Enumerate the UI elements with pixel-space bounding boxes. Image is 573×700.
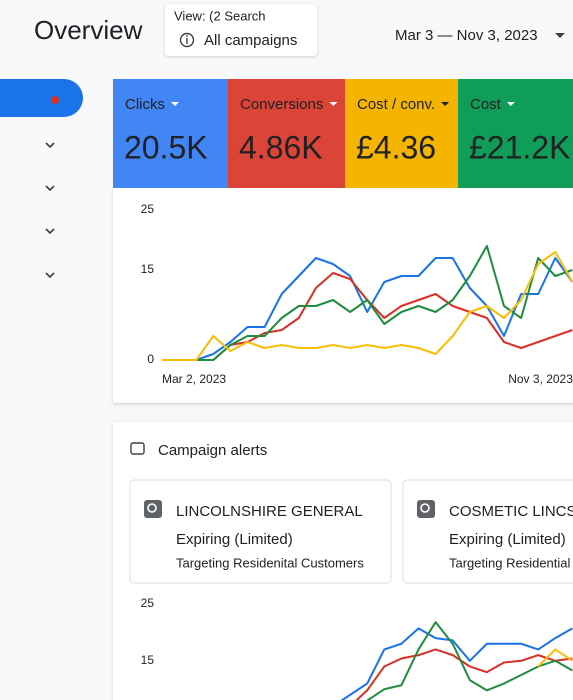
metric-card[interactable] [345,79,458,188]
alert-icon-glass [147,503,157,513]
metric-caret[interactable] [171,102,179,106]
y-tick-label: 25 [141,596,155,610]
alerts-title: Campaign alerts [158,442,267,459]
alert-status: Expiring (Limited) [449,531,566,548]
metric-label[interactable]: Clicks [125,96,165,113]
series-line [366,621,573,700]
metric-caret[interactable] [441,102,450,106]
info-icon[interactable] [179,32,195,48]
alert-icon [144,500,162,518]
alert-card[interactable] [129,479,392,584]
info-icon-dot [186,35,188,37]
alert-card[interactable] [402,479,573,584]
view-label: View: (2 Search [174,8,266,23]
series-line [537,648,573,668]
view-value[interactable]: All campaigns [204,32,297,49]
metric-label[interactable]: Cost / conv. [357,96,435,113]
view-popup [165,4,317,56]
series-line [162,251,573,361]
alert-status: Expiring (Limited) [176,531,293,548]
y-tick-label: 15 [141,653,155,667]
metric-label[interactable]: Cost [470,96,502,113]
series-line [340,627,573,700]
nav-chevrons[interactable] [45,142,55,279]
x-tick-label: Mar 2, 2023 [162,372,226,386]
alert-icon [417,500,435,518]
page-title: Overview [34,15,143,45]
nav-dot [51,96,59,104]
metric-caret[interactable] [329,102,338,106]
metric-value: £21.2K [469,129,570,165]
date-caret[interactable] [555,33,565,38]
metric-caret[interactable] [506,102,515,106]
metric-value: 20.5K [124,129,208,165]
alert-name[interactable]: LINCOLNSHIRE GENERAL [176,503,363,520]
alert-icon-glass [420,503,430,513]
series-line [162,245,573,361]
metric-card[interactable] [113,79,228,188]
y-tick-label: 15 [141,262,155,276]
alerts-icon [130,442,145,455]
metric-card[interactable] [228,79,345,188]
metric-label[interactable]: Conversions [240,96,323,113]
alert-targeting: Targeting Residenital Customers [176,555,364,570]
alert-targeting: Targeting Residential [449,555,571,570]
chart-card [113,188,573,403]
alert-name[interactable]: COSMETIC LINCS [449,503,573,520]
date-range[interactable]: Mar 3 — Nov 3, 2023 [395,27,538,44]
metric-value: 4.86K [239,129,323,165]
y-tick-label: 25 [141,202,155,216]
nav-active[interactable] [0,79,83,117]
y-tick-label: 0 [147,352,154,366]
metric-value: £4.36 [356,129,436,165]
metric-card[interactable] [458,79,573,188]
series-line [162,257,573,361]
x-tick-label: Nov 3, 2023 [508,372,573,386]
